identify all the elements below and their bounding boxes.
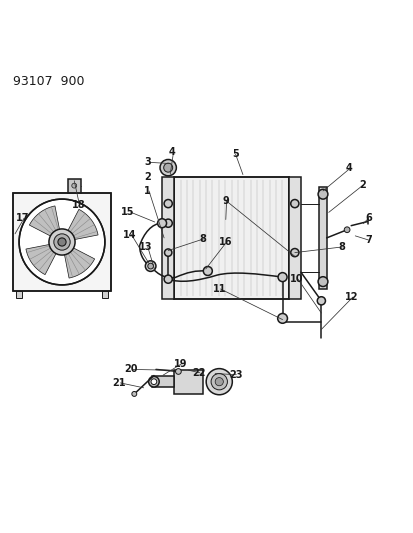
Circle shape xyxy=(215,377,223,386)
Bar xyxy=(288,176,300,299)
Bar xyxy=(174,176,288,299)
Circle shape xyxy=(147,263,153,269)
Circle shape xyxy=(164,249,171,256)
Bar xyxy=(174,370,202,394)
Text: 5: 5 xyxy=(232,149,238,159)
Text: 18: 18 xyxy=(71,200,85,210)
Bar xyxy=(16,291,22,298)
Text: 19: 19 xyxy=(173,359,187,369)
Bar xyxy=(152,376,174,387)
Circle shape xyxy=(316,297,325,305)
Bar xyxy=(161,176,174,299)
Text: 23: 23 xyxy=(228,370,242,379)
Text: 2: 2 xyxy=(359,180,366,190)
Bar xyxy=(13,193,111,291)
Bar xyxy=(174,176,288,299)
Text: 1: 1 xyxy=(144,186,151,196)
Text: 4: 4 xyxy=(345,164,351,173)
Polygon shape xyxy=(64,247,95,278)
Text: 20: 20 xyxy=(124,365,138,374)
Circle shape xyxy=(317,189,327,199)
Circle shape xyxy=(71,183,76,188)
Text: 10: 10 xyxy=(290,274,303,284)
Circle shape xyxy=(164,199,172,208)
Text: 8: 8 xyxy=(337,242,344,252)
Circle shape xyxy=(148,376,159,387)
Circle shape xyxy=(19,199,104,285)
Circle shape xyxy=(290,248,298,257)
Bar xyxy=(13,193,111,291)
Circle shape xyxy=(290,199,298,208)
Circle shape xyxy=(157,219,166,228)
Text: 6: 6 xyxy=(364,213,371,223)
Text: 22: 22 xyxy=(192,368,205,378)
Bar xyxy=(101,291,108,298)
Text: 13: 13 xyxy=(139,242,152,252)
Text: 21: 21 xyxy=(112,378,126,388)
Circle shape xyxy=(175,369,181,374)
Polygon shape xyxy=(29,206,59,237)
Circle shape xyxy=(131,391,136,397)
Circle shape xyxy=(49,229,75,255)
Text: 14: 14 xyxy=(122,230,136,240)
Text: 8: 8 xyxy=(199,234,206,244)
Circle shape xyxy=(206,369,232,395)
Circle shape xyxy=(164,219,172,227)
Circle shape xyxy=(317,277,327,287)
Circle shape xyxy=(54,234,70,250)
Text: 7: 7 xyxy=(364,235,371,245)
Circle shape xyxy=(203,266,212,276)
Text: 17: 17 xyxy=(16,213,29,223)
Bar xyxy=(318,187,326,289)
Circle shape xyxy=(145,261,156,271)
Circle shape xyxy=(163,163,172,172)
Circle shape xyxy=(211,374,227,390)
Circle shape xyxy=(160,159,176,176)
Circle shape xyxy=(164,275,172,283)
Text: 15: 15 xyxy=(121,207,135,217)
Circle shape xyxy=(58,238,66,246)
Text: 4: 4 xyxy=(169,147,175,157)
Text: 16: 16 xyxy=(218,237,232,247)
Text: 3: 3 xyxy=(144,157,151,167)
Polygon shape xyxy=(26,244,57,274)
Text: 2: 2 xyxy=(144,172,151,182)
Text: 9: 9 xyxy=(221,196,228,206)
Text: 93107  900: 93107 900 xyxy=(13,75,84,88)
Circle shape xyxy=(343,227,349,232)
Bar xyxy=(68,179,81,193)
Text: 11: 11 xyxy=(212,284,225,294)
Text: 12: 12 xyxy=(344,292,358,302)
Polygon shape xyxy=(67,209,98,240)
Circle shape xyxy=(277,313,287,324)
Circle shape xyxy=(278,272,286,281)
Circle shape xyxy=(151,379,157,384)
